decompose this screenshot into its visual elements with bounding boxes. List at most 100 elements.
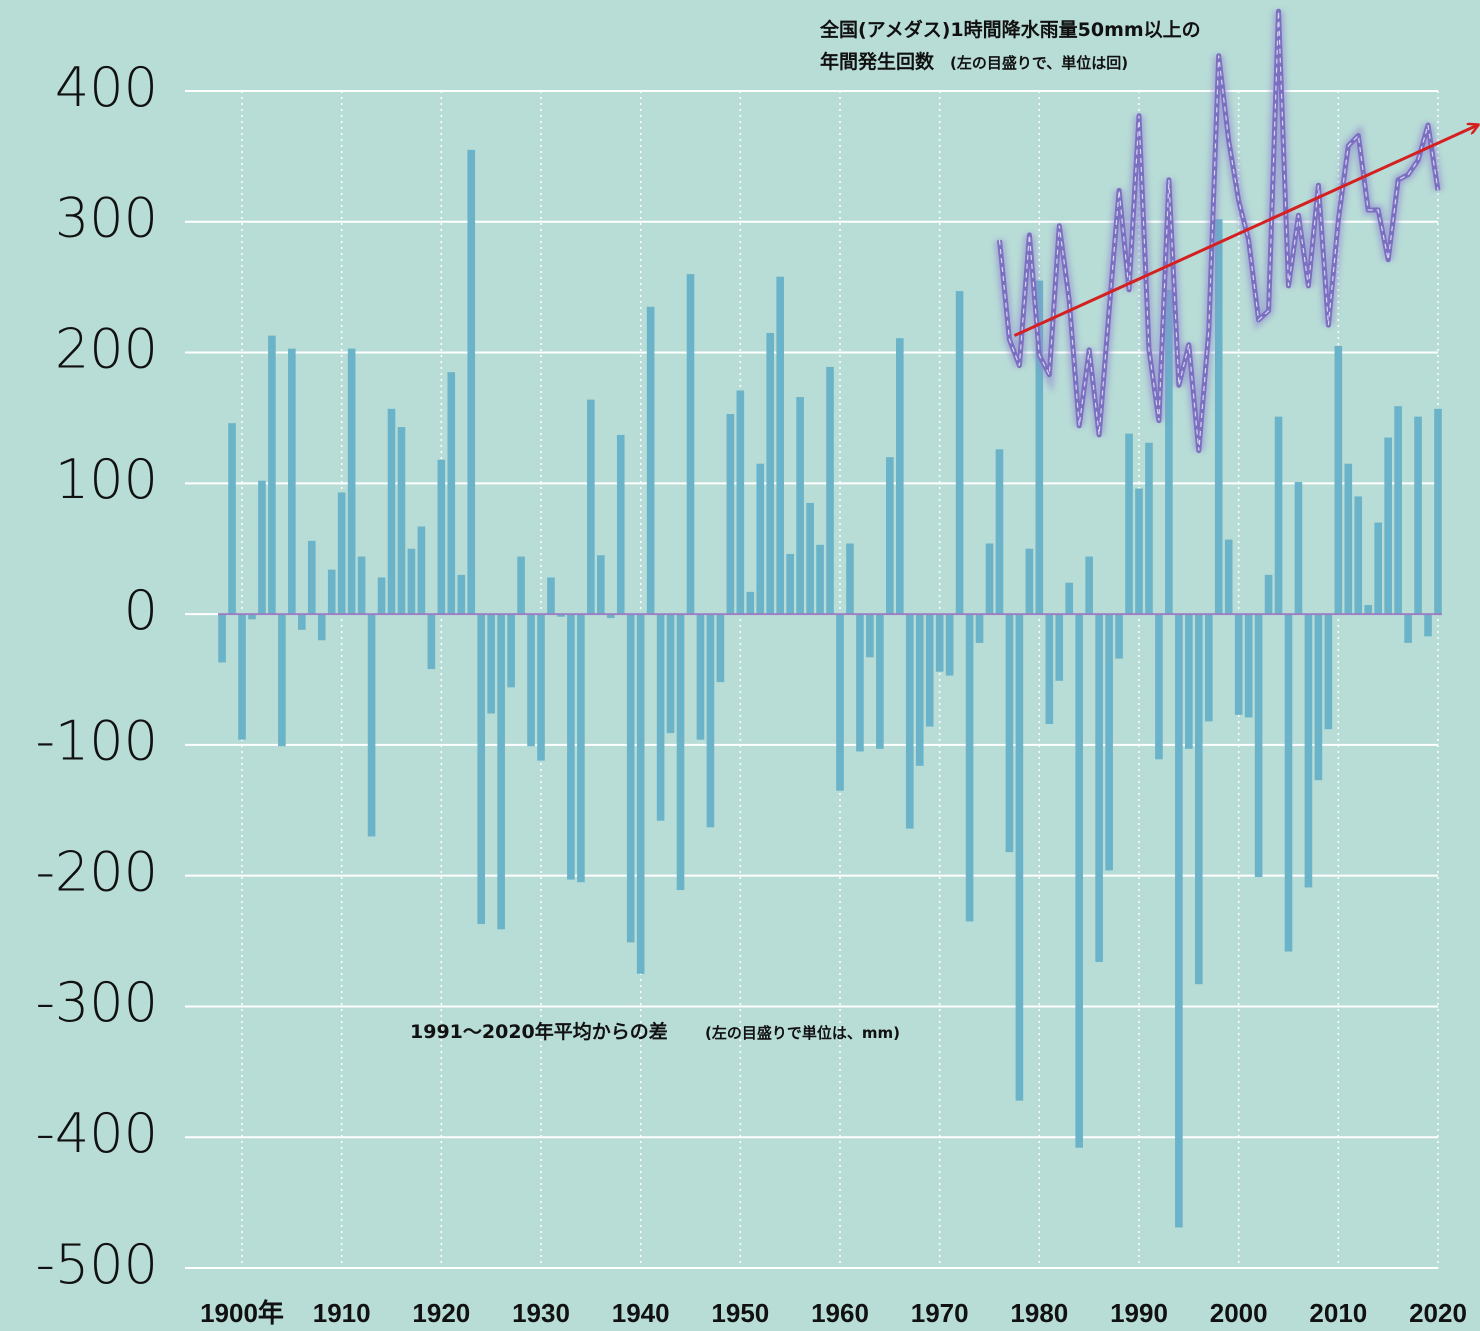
bar	[437, 459, 446, 615]
bar	[497, 614, 505, 930]
bar	[457, 574, 466, 615]
bar	[1384, 437, 1392, 615]
bar	[1115, 614, 1123, 659]
x-tick-label: 2000	[1210, 1298, 1268, 1328]
bar	[477, 614, 485, 925]
y-tick-label: 300	[55, 187, 158, 250]
bar	[1125, 433, 1133, 615]
bar	[317, 614, 326, 641]
bar	[925, 614, 934, 727]
bar	[1065, 582, 1074, 615]
bar	[1364, 604, 1373, 615]
y-tick-label: 100	[55, 448, 158, 511]
bar	[1404, 614, 1412, 643]
x-tick-label: 1950	[711, 1298, 769, 1328]
x-tick-label: 1990	[1110, 1298, 1168, 1328]
bar	[935, 614, 944, 672]
bar	[1344, 463, 1353, 615]
y-tick-label: -500	[35, 1233, 158, 1296]
bar	[1045, 614, 1054, 724]
bar	[1105, 614, 1113, 871]
bar	[1224, 539, 1233, 615]
bar	[337, 492, 346, 615]
bar	[1434, 408, 1442, 615]
bar	[347, 348, 356, 615]
bar	[407, 548, 416, 615]
bar	[1175, 614, 1183, 1228]
y-tick-label: -200	[35, 840, 158, 903]
bar	[1254, 614, 1263, 877]
bar	[1214, 219, 1223, 615]
bar	[1304, 614, 1313, 888]
bar	[1015, 614, 1024, 1101]
bar	[766, 332, 775, 615]
x-tick-label: 2010	[1309, 1298, 1367, 1328]
bar	[796, 397, 804, 615]
bar	[228, 423, 236, 615]
bar	[1244, 614, 1253, 718]
bar	[756, 463, 765, 615]
bar	[527, 614, 535, 747]
bar	[1085, 556, 1093, 615]
bar	[268, 335, 276, 615]
bar	[1394, 406, 1402, 615]
bar	[975, 614, 984, 643]
bar	[646, 306, 655, 615]
bar	[1374, 522, 1382, 615]
bar	[1284, 614, 1293, 952]
bar	[716, 614, 725, 683]
bar	[238, 614, 246, 740]
bar	[1354, 496, 1363, 615]
bar	[427, 614, 436, 670]
bar	[945, 614, 954, 676]
x-tick-label: 2020	[1409, 1298, 1467, 1328]
bar	[417, 526, 426, 615]
bar	[776, 276, 784, 615]
bar	[985, 543, 994, 615]
y-tick-label: -300	[35, 971, 158, 1034]
bar	[626, 614, 635, 943]
bar	[676, 614, 685, 891]
bar	[1145, 442, 1153, 615]
bar	[1204, 614, 1213, 722]
y-tick-label: 200	[55, 317, 158, 380]
bar	[995, 449, 1004, 615]
bar	[357, 556, 366, 615]
bar	[786, 553, 794, 615]
bar	[218, 614, 226, 663]
bar	[905, 614, 914, 829]
bar	[567, 614, 575, 880]
trend-arrow	[1013, 125, 1477, 337]
bar	[577, 614, 585, 883]
bar	[806, 502, 814, 615]
bar	[278, 614, 286, 747]
bar	[846, 543, 854, 615]
bar	[886, 457, 894, 615]
bar-label: 1991～2020年平均からの差	[410, 1020, 668, 1043]
bar	[367, 614, 376, 837]
bar	[1035, 280, 1044, 615]
bar	[1055, 614, 1064, 681]
bar	[736, 390, 745, 615]
bar	[1414, 416, 1422, 615]
line-note: (左の目盛りで、単位は回)	[950, 54, 1128, 72]
line-highlight	[998, 11, 1439, 451]
bar	[377, 577, 386, 615]
bar	[876, 614, 884, 749]
bar	[467, 149, 476, 615]
bar	[606, 614, 615, 619]
bar	[1025, 548, 1034, 615]
bar	[1075, 614, 1083, 1148]
bar	[1185, 614, 1193, 749]
bar	[965, 614, 974, 922]
x-tick-label: 1940	[612, 1298, 670, 1328]
bar	[816, 544, 824, 615]
bar	[1274, 416, 1283, 615]
bar	[836, 614, 844, 791]
bar	[896, 338, 904, 615]
x-tick-label: 1980	[1010, 1298, 1068, 1328]
bar	[557, 614, 565, 617]
bar	[537, 614, 545, 761]
x-tick-label: 1910	[313, 1298, 371, 1328]
bar	[327, 569, 336, 615]
